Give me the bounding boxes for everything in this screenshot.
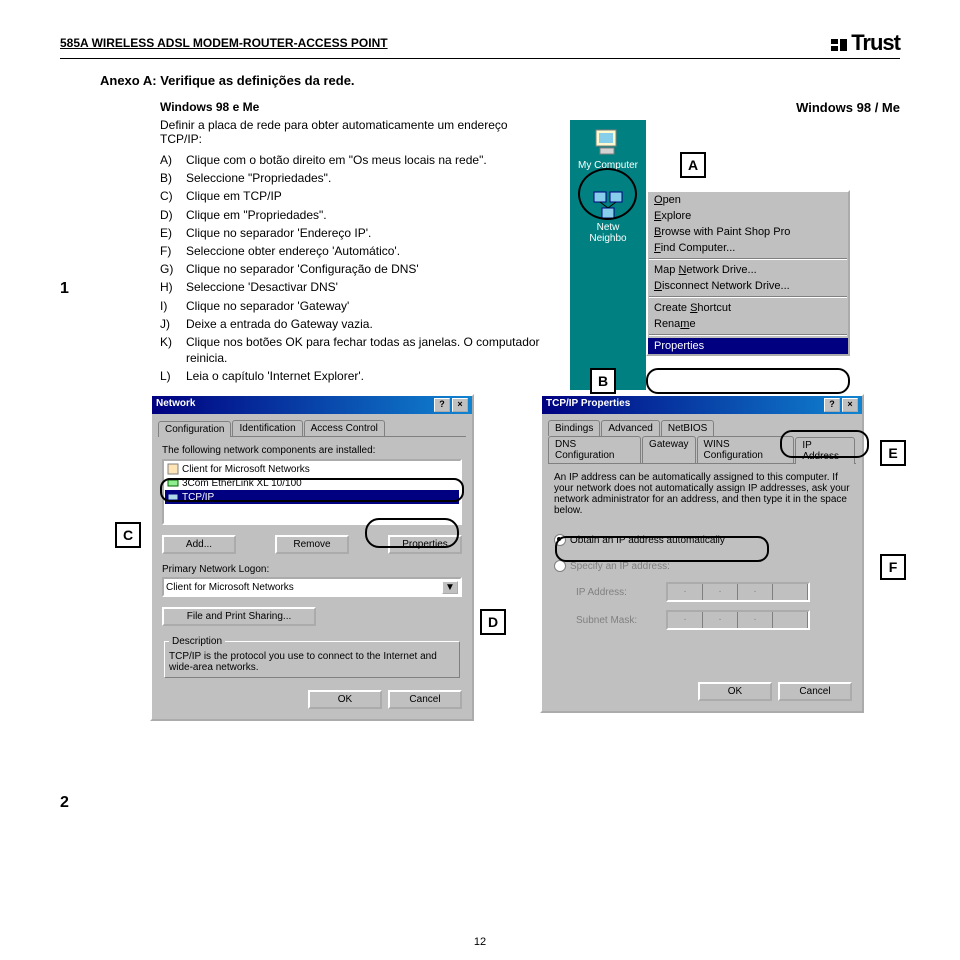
cancel-button[interactable]: Cancel xyxy=(778,682,852,701)
logo-icon xyxy=(831,34,849,52)
ctx-browse[interactable]: Browse with Paint Shop Pro xyxy=(648,224,848,240)
ip-input[interactable]: ... xyxy=(666,582,810,602)
marker-d: D xyxy=(480,609,506,635)
ring-e xyxy=(780,430,869,458)
annex-title: Anexo A: Verifique as definições da rede… xyxy=(100,73,900,88)
tab-bindings[interactable]: Bindings xyxy=(548,420,600,436)
ctx-explore[interactable]: Explore xyxy=(648,208,848,224)
help-close-icons[interactable]: ? × xyxy=(434,398,468,412)
ctx-shortcut[interactable]: Create Shortcut xyxy=(648,300,848,316)
file-print-sharing-button[interactable]: File and Print Sharing... xyxy=(162,607,316,626)
tcpip-titlebar: TCP/IP Properties ? × xyxy=(542,396,862,414)
page-number: 12 xyxy=(0,936,960,948)
logon-label: Primary Network Logon: xyxy=(162,564,462,575)
brand-logo: Trust xyxy=(831,30,900,56)
ctx-rename[interactable]: Rename xyxy=(648,316,848,332)
network-tabs[interactable]: Configuration Identification Access Cont… xyxy=(158,420,466,437)
tab-dns[interactable]: DNS Configuration xyxy=(548,436,641,463)
my-computer-icon[interactable]: My Computer xyxy=(578,126,638,171)
marker-b: B xyxy=(590,368,616,394)
header-title: 585A WIRELESS ADSL MODEM-ROUTER-ACCESS P… xyxy=(60,36,388,50)
ctx-properties[interactable]: Properties xyxy=(648,338,848,354)
radio-specify[interactable]: Specify an IP address: xyxy=(554,561,670,572)
tab-configuration[interactable]: Configuration xyxy=(158,421,231,437)
ctx-disconnect[interactable]: Disconnect Network Drive... xyxy=(648,278,848,294)
section-number-2: 2 xyxy=(60,614,69,812)
screenshot-area-1: Windows 98 / Me My Computer NetwNeighbo … xyxy=(570,100,900,386)
components-label: The following network components are ins… xyxy=(162,445,462,456)
mask-label: Subnet Mask: xyxy=(576,615,656,626)
section-intro: Definir a placa de rede para obter autom… xyxy=(160,118,550,146)
ring-b xyxy=(646,368,850,394)
description-label: Description xyxy=(169,636,225,647)
tab-access-control[interactable]: Access Control xyxy=(304,420,385,436)
instruction-list: A)Clique com o botão direito em "Os meus… xyxy=(160,152,550,384)
help-close-icons[interactable]: ? × xyxy=(824,398,858,412)
ctx-open[interactable]: Open xyxy=(648,192,848,208)
ring-d xyxy=(365,518,459,548)
os-lead: Windows 98 e Me xyxy=(160,100,550,114)
tab-netbios[interactable]: NetBIOS xyxy=(661,420,714,436)
add-button[interactable]: Add... xyxy=(162,535,236,554)
lb-item[interactable]: Client for Microsoft Networks xyxy=(165,462,459,476)
logon-select[interactable]: Client for Microsoft Networks▼ xyxy=(162,577,462,597)
ok-button[interactable]: OK xyxy=(308,690,382,709)
remove-button[interactable]: Remove xyxy=(275,535,349,554)
ring-f xyxy=(555,536,769,562)
tab-gateway[interactable]: Gateway xyxy=(642,436,695,463)
cancel-button[interactable]: Cancel xyxy=(388,690,462,709)
ring-c xyxy=(160,478,464,502)
tcpip-blurb: An IP address can be automatically assig… xyxy=(554,472,850,516)
logo-text: Trust xyxy=(851,30,900,56)
page-header: 585A WIRELESS ADSL MODEM-ROUTER-ACCESS P… xyxy=(60,30,900,59)
tab-identification[interactable]: Identification xyxy=(232,420,302,436)
desktop-strip: My Computer NetwNeighbo xyxy=(570,120,646,390)
description-text: TCP/IP is the protocol you use to connec… xyxy=(169,651,455,673)
list-label: A) xyxy=(160,152,186,168)
ok-button[interactable]: OK xyxy=(698,682,772,701)
ctx-map[interactable]: Map Network Drive... xyxy=(648,262,848,278)
marker-c: C xyxy=(115,522,141,548)
context-menu[interactable]: Open Explore Browse with Paint Shop Pro … xyxy=(646,190,850,356)
section-number-1: 1 xyxy=(60,100,100,386)
marker-f: F xyxy=(880,554,906,580)
list-text: Clique com o botão direito em "Os meus l… xyxy=(186,152,550,168)
network-titlebar: Network ? × xyxy=(152,396,472,414)
os-label: Windows 98 / Me xyxy=(760,100,900,115)
network-dialog: Network ? × Configuration Identification… xyxy=(150,394,474,721)
mask-input[interactable]: ... xyxy=(666,610,810,630)
ctx-find[interactable]: Find Computer... xyxy=(648,240,848,256)
tab-advanced[interactable]: Advanced xyxy=(601,420,659,436)
ring-a xyxy=(578,168,637,220)
ip-label: IP Address: xyxy=(576,587,656,598)
marker-a: A xyxy=(680,152,706,178)
marker-e: E xyxy=(880,440,906,466)
